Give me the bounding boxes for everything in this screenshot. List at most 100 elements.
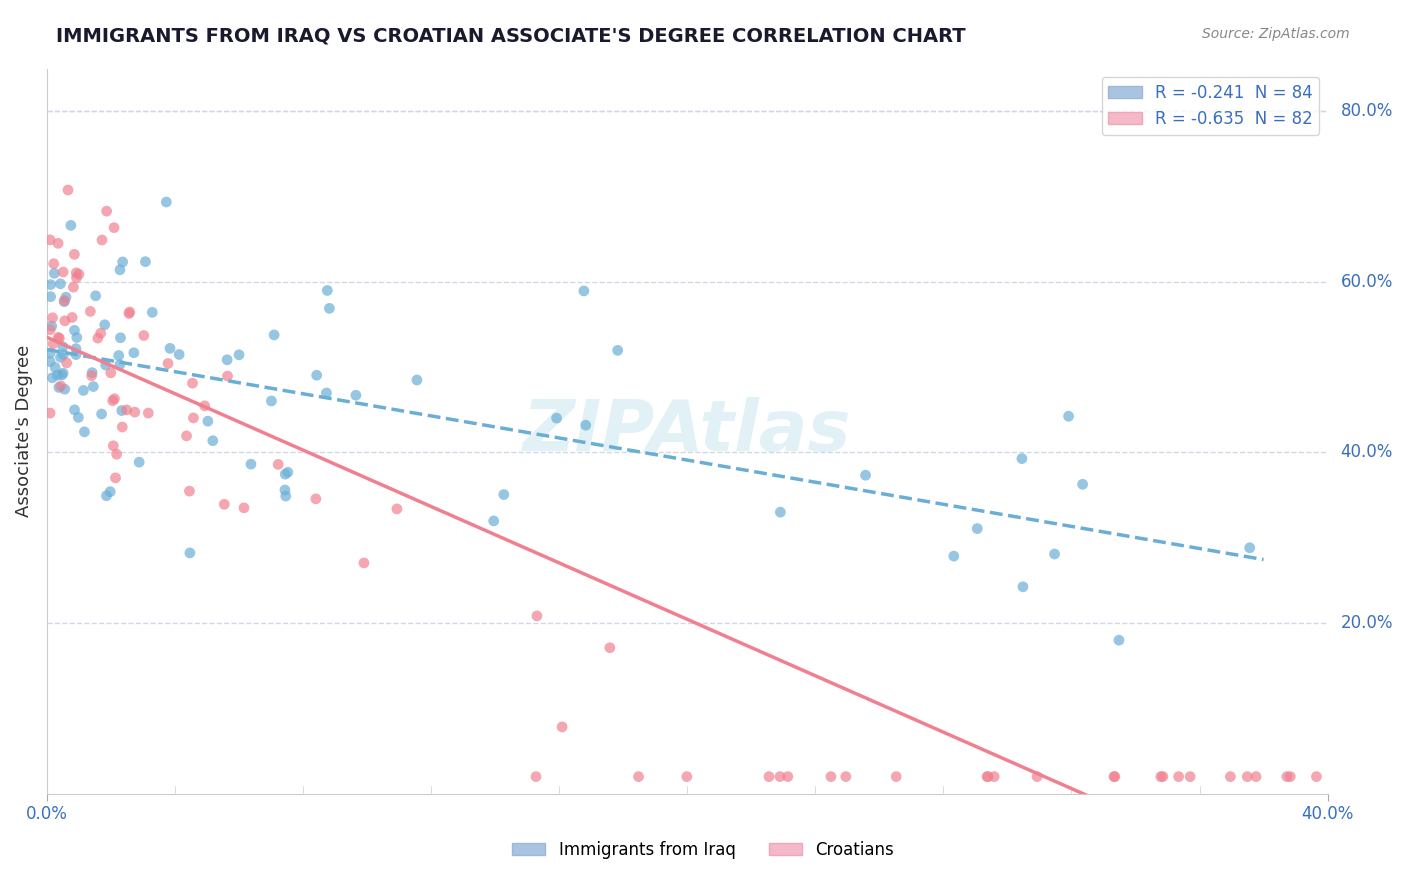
- Point: [758, 770, 780, 784]
- Point: [157, 357, 180, 371]
- Point: [214, 497, 236, 511]
- Point: [46, 236, 69, 251]
- Point: [197, 414, 219, 428]
- Text: IMMIGRANTS FROM IRAQ VS CROATIAN ASSOCIATE'S DEGREE CORRELATION CHART: IMMIGRANTS FROM IRAQ VS CROATIAN ASSOCIA…: [56, 27, 966, 45]
- Point: [599, 640, 621, 655]
- Point: [65, 270, 87, 285]
- Point: [39, 323, 62, 337]
- Point: [318, 301, 340, 316]
- Point: [65, 348, 87, 362]
- Point: [820, 770, 842, 784]
- Point: [176, 429, 198, 443]
- Point: [48, 380, 70, 394]
- Point: [79, 304, 101, 318]
- Point: [110, 331, 132, 345]
- Point: [103, 439, 125, 453]
- Point: [267, 458, 290, 472]
- Point: [67, 410, 90, 425]
- Point: [63, 403, 86, 417]
- Point: [53, 293, 76, 308]
- Point: [136, 406, 159, 420]
- Point: [1150, 770, 1173, 784]
- Legend: R = -0.241  N = 84, R = -0.635  N = 82: R = -0.241 N = 84, R = -0.635 N = 82: [1101, 77, 1319, 135]
- Point: [108, 262, 131, 277]
- Point: [82, 379, 104, 393]
- Point: [228, 348, 250, 362]
- Point: [217, 369, 239, 384]
- Y-axis label: Associate's Degree: Associate's Degree: [15, 345, 32, 517]
- Point: [73, 425, 96, 439]
- Point: [239, 457, 262, 471]
- Point: [39, 233, 62, 247]
- Point: [1104, 770, 1126, 784]
- Point: [942, 549, 965, 563]
- Point: [1305, 770, 1327, 784]
- Point: [82, 366, 104, 380]
- Point: [55, 356, 77, 370]
- Point: [52, 348, 75, 362]
- Point: [263, 327, 285, 342]
- Point: [316, 284, 339, 298]
- Point: [1102, 770, 1125, 784]
- Point: [769, 770, 792, 784]
- Point: [1071, 477, 1094, 491]
- Point: [983, 770, 1005, 784]
- Point: [305, 491, 328, 506]
- Text: 80.0%: 80.0%: [1340, 103, 1393, 120]
- Point: [100, 366, 122, 380]
- Point: [118, 305, 141, 319]
- Point: [53, 382, 76, 396]
- Point: [49, 351, 72, 365]
- Point: [44, 360, 66, 375]
- Point: [167, 347, 190, 361]
- Point: [1180, 770, 1202, 784]
- Point: [141, 305, 163, 319]
- Point: [96, 204, 118, 219]
- Point: [115, 403, 138, 417]
- Point: [353, 556, 375, 570]
- Point: [107, 349, 129, 363]
- Text: ZIPAtlas: ZIPAtlas: [523, 397, 852, 466]
- Point: [132, 328, 155, 343]
- Point: [776, 770, 799, 784]
- Point: [66, 330, 89, 344]
- Point: [385, 502, 408, 516]
- Point: [90, 407, 112, 421]
- Text: 20.0%: 20.0%: [1340, 614, 1393, 632]
- Legend: Immigrants from Iraq, Croatians: Immigrants from Iraq, Croatians: [505, 835, 901, 866]
- Point: [105, 447, 128, 461]
- Point: [41, 319, 63, 334]
- Point: [855, 468, 877, 483]
- Point: [1244, 770, 1267, 784]
- Point: [183, 411, 205, 425]
- Point: [59, 219, 82, 233]
- Point: [181, 376, 204, 391]
- Point: [274, 467, 297, 482]
- Point: [42, 336, 65, 351]
- Point: [627, 770, 650, 784]
- Point: [546, 411, 568, 425]
- Point: [524, 770, 547, 784]
- Point: [606, 343, 628, 358]
- Point: [84, 289, 107, 303]
- Point: [835, 770, 858, 784]
- Point: [104, 471, 127, 485]
- Text: 60.0%: 60.0%: [1340, 273, 1393, 291]
- Point: [103, 220, 125, 235]
- Point: [55, 290, 77, 304]
- Point: [492, 487, 515, 501]
- Text: Source: ZipAtlas.com: Source: ZipAtlas.com: [1202, 27, 1350, 41]
- Point: [53, 294, 76, 309]
- Point: [277, 465, 299, 479]
- Point: [976, 770, 998, 784]
- Point: [201, 434, 224, 448]
- Point: [46, 368, 69, 383]
- Point: [56, 183, 79, 197]
- Point: [1011, 451, 1033, 466]
- Point: [124, 405, 146, 419]
- Text: 40.0%: 40.0%: [1340, 443, 1393, 461]
- Point: [118, 306, 141, 320]
- Point: [39, 346, 62, 360]
- Point: [111, 403, 134, 417]
- Point: [159, 342, 181, 356]
